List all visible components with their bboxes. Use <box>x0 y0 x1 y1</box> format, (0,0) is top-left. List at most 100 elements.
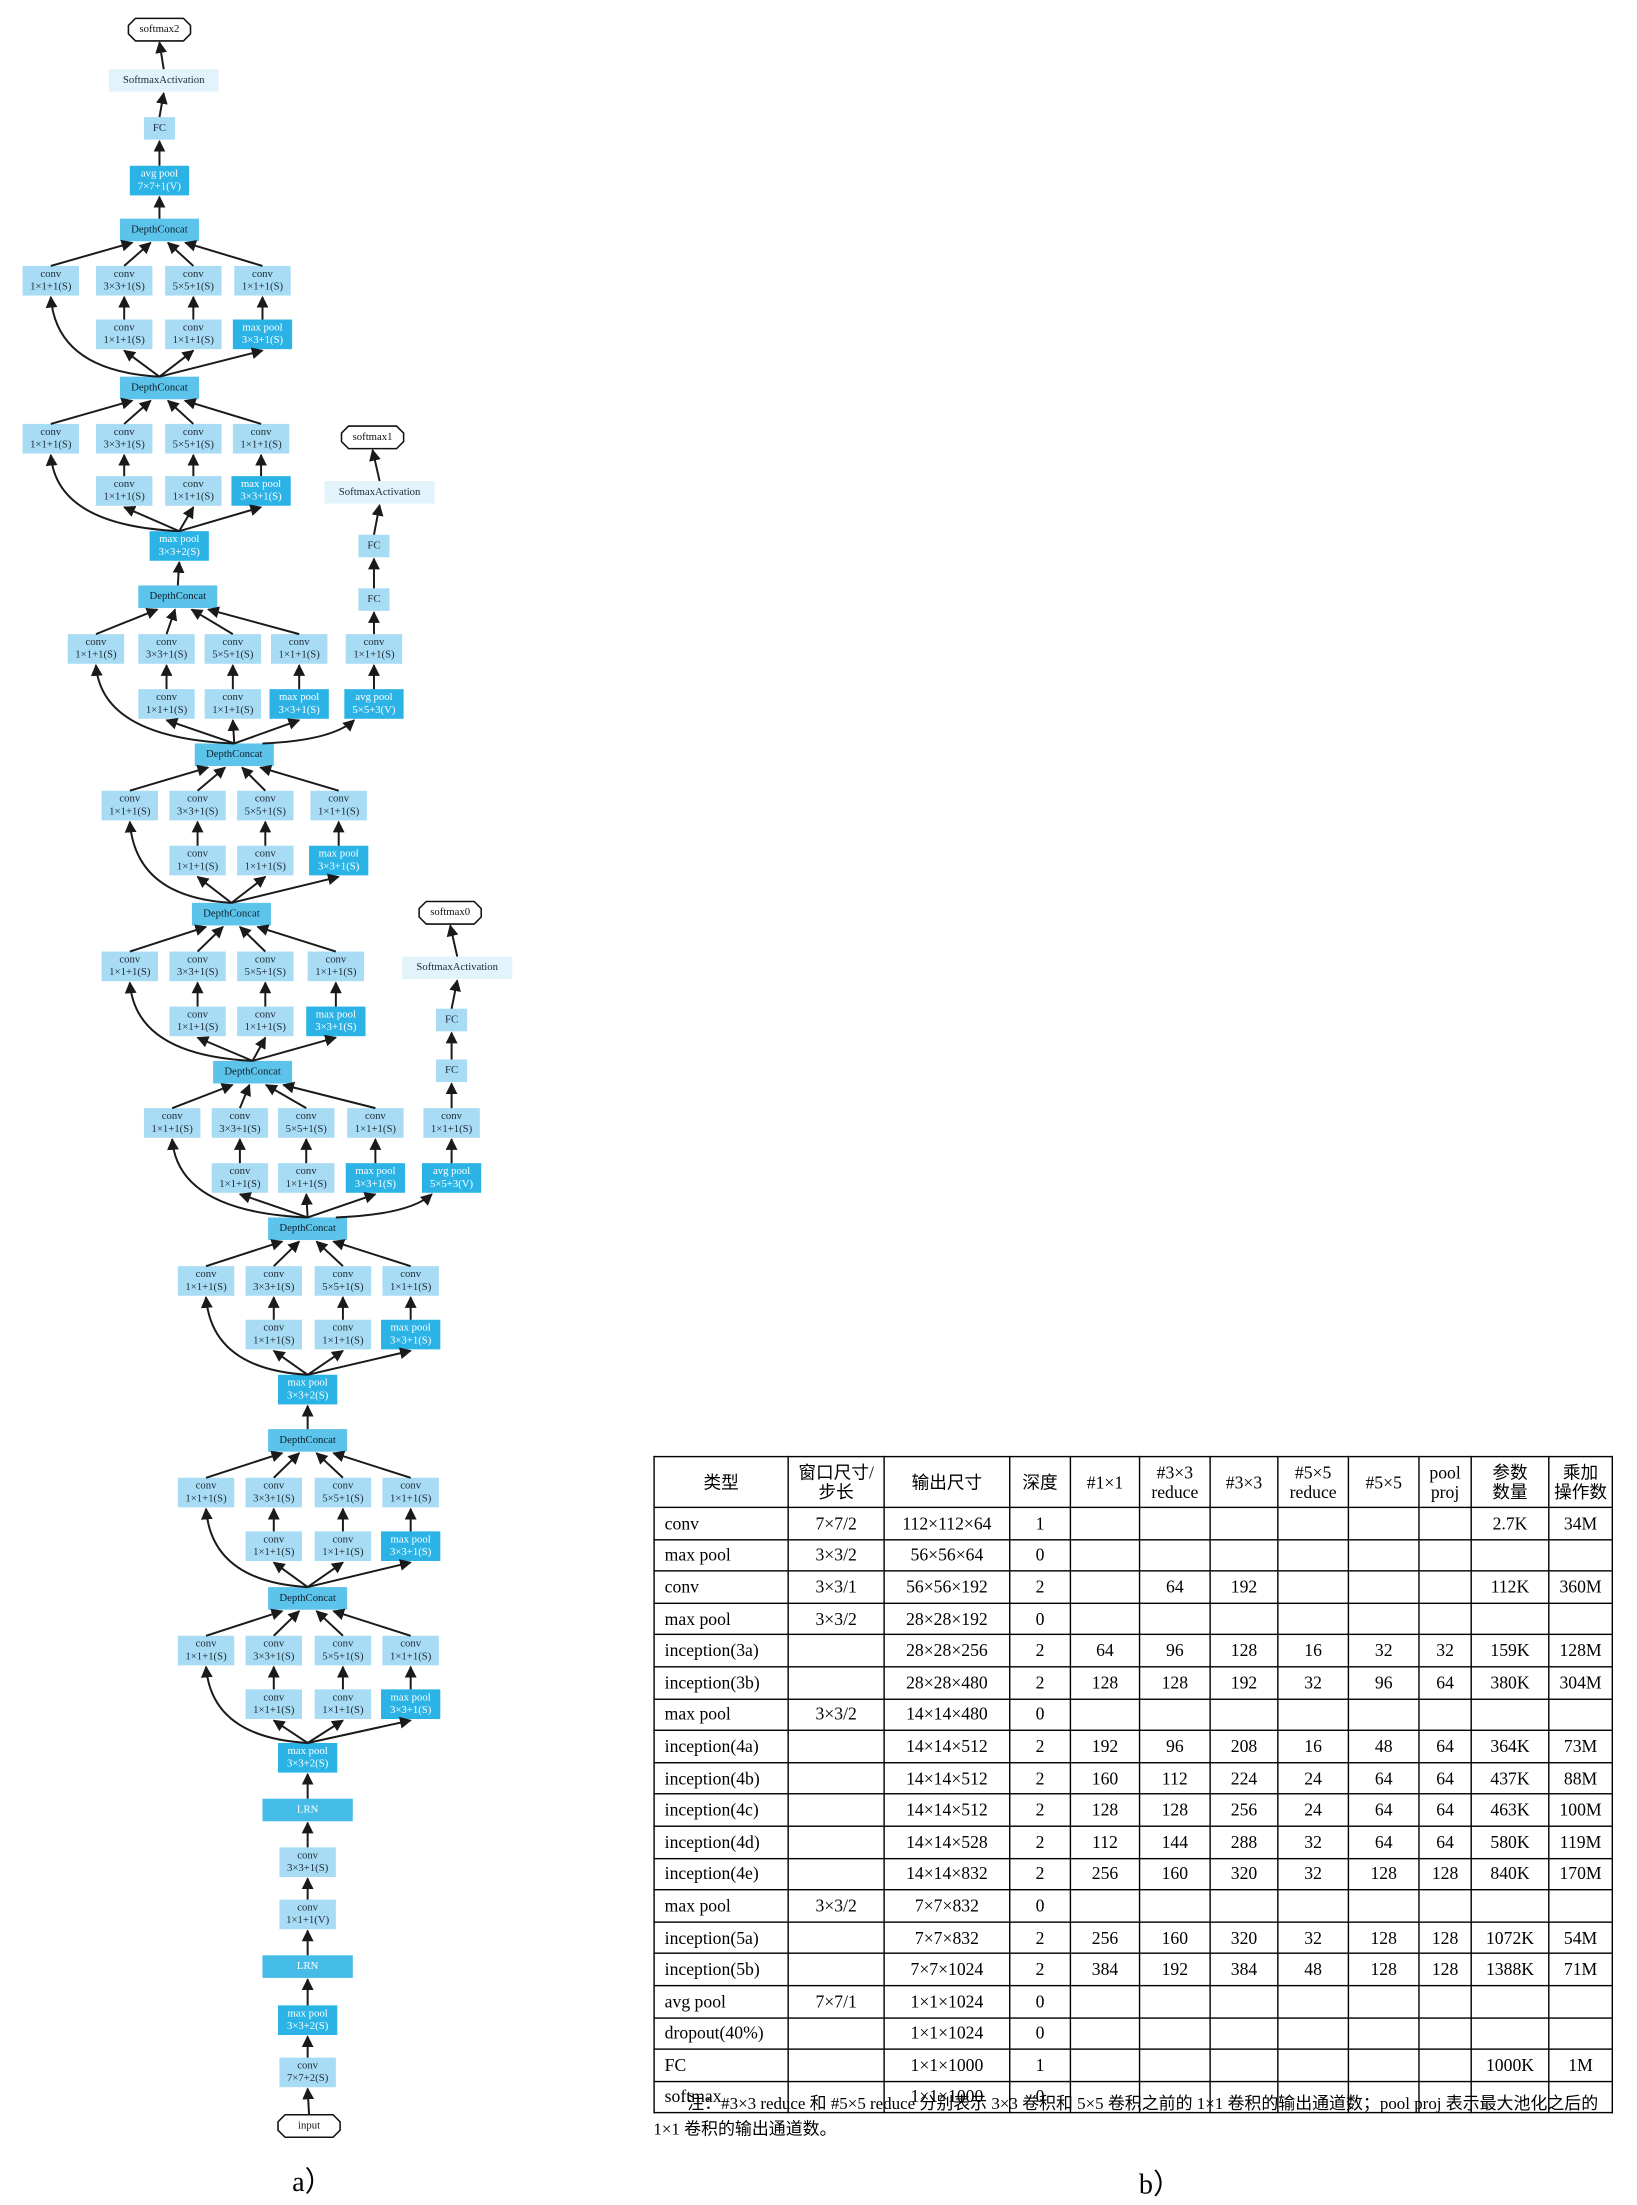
table-row: avg pool 7×7/1 1×1×1024 0 <box>653 1984 1614 2019</box>
node-label: conv <box>333 1480 354 1492</box>
node-box <box>149 531 209 561</box>
table-row: max pool 3×3/2 7×7×832 0 <box>653 1889 1614 1923</box>
arrow <box>200 1507 308 1589</box>
arrow <box>184 240 263 267</box>
table-cell: 1×1×1024 <box>883 1984 1011 2019</box>
node-box <box>314 1689 372 1719</box>
table-cell: 160 <box>1138 1857 1211 1891</box>
node-box <box>191 902 271 926</box>
node-box <box>278 1742 338 1773</box>
table-cell: 304M <box>1548 1666 1614 1700</box>
table-cell <box>1277 1538 1350 1572</box>
table-cell: 28×28×256 <box>883 1634 1011 1668</box>
node-label: conv <box>86 636 107 648</box>
node-box <box>381 1531 441 1561</box>
header-row: 类型 窗口尺寸/步长 输出尺寸 深度 #1×1 #3×3 reduce #3×3 #5×5 red… <box>653 1455 1614 1509</box>
node-label: 1×1+1(S) <box>173 491 215 503</box>
node-label: 1×1+1(S) <box>146 704 188 716</box>
arrow <box>158 349 195 378</box>
table-cell: 24 <box>1277 1793 1350 1827</box>
table-cell: softmax <box>653 2080 789 2114</box>
table-cell: 3×3/2 <box>787 1602 885 1636</box>
node-label: 3×3+1(S) <box>253 1650 295 1662</box>
table-cell: 48 <box>1347 1729 1420 1764</box>
node-label: 1×1+1(S) <box>245 860 287 872</box>
table-cell: 73M <box>1548 1729 1614 1764</box>
node-label: conv <box>333 1533 354 1545</box>
node-label: 1×1+1(S) <box>30 281 72 293</box>
node-label: softmax1 <box>353 431 393 443</box>
table-cell: 256 <box>1069 1921 1141 1955</box>
arrow <box>315 1452 344 1479</box>
table-cell: 0 <box>1009 1984 1072 2019</box>
table-cell <box>1209 1538 1279 1572</box>
table-cell <box>1277 2048 1350 2082</box>
node-label: avg pool <box>433 1165 470 1177</box>
node-box <box>358 588 390 611</box>
table-cell <box>787 2048 885 2082</box>
node-label: DepthConcat <box>279 1222 336 1234</box>
table-cell: 1×1×1000 <box>883 2080 1011 2114</box>
node-box <box>278 2005 338 2036</box>
table-cell: 2 <box>1009 1666 1072 1700</box>
table-cell <box>1209 1984 1279 2019</box>
table-cell: 364K <box>1470 1729 1550 1764</box>
table-cell <box>1347 2080 1420 2114</box>
table-cell <box>1470 1538 1550 1572</box>
node-label: conv <box>156 691 177 703</box>
table-cell <box>1138 2080 1211 2114</box>
table-cell <box>787 1761 885 1795</box>
header-cell: #5×5 reduce <box>1277 1455 1350 1509</box>
node-label: 5×5+3(V) <box>352 704 395 716</box>
node-label: 1×1+1(S) <box>109 966 151 978</box>
table-cell <box>787 1666 885 1700</box>
octagon <box>418 900 482 925</box>
node-box <box>421 1163 482 1193</box>
node-box <box>119 376 199 400</box>
table-cell: max pool <box>653 1889 789 1923</box>
table-cell <box>1277 1506 1350 1540</box>
node-box <box>204 634 262 664</box>
node-label: conv <box>183 478 204 490</box>
node-label: 1×1+1(S) <box>173 334 215 346</box>
table-cell: 3×3/1 <box>787 1570 885 1604</box>
node-label: conv <box>297 1849 318 1861</box>
arrow <box>371 503 384 535</box>
node-label: 5×5+1(S) <box>322 1650 364 1662</box>
node-box <box>22 423 80 454</box>
arrow <box>124 820 232 904</box>
table-row: inception(5b) 7×7×1024 2 384 192 384 48 128 128 1… <box>653 1952 1614 1987</box>
arrow <box>156 91 168 118</box>
node-label: max pool <box>355 1165 395 1177</box>
node-label: conv <box>441 1110 462 1122</box>
node-label: conv <box>325 953 346 965</box>
node-label: 1×1+1(S) <box>240 439 282 451</box>
arrow <box>178 506 195 532</box>
node-label: 1×1+1(S) <box>318 805 360 817</box>
table-cell <box>787 1634 885 1668</box>
node-label: 1×1+1(S) <box>185 1281 227 1293</box>
table-cell <box>1418 1506 1472 1540</box>
node-label: conv <box>222 636 243 648</box>
arrow <box>200 1296 308 1376</box>
table-cell: 112×112×64 <box>883 1506 1011 1540</box>
node-box <box>314 1477 372 1508</box>
header-text: pool <box>1429 1462 1461 1482</box>
node-label: 1×1+1(S) <box>253 1704 295 1716</box>
table-cell: conv <box>653 1570 789 1604</box>
node-label: 3×3+1(S) <box>240 491 282 503</box>
